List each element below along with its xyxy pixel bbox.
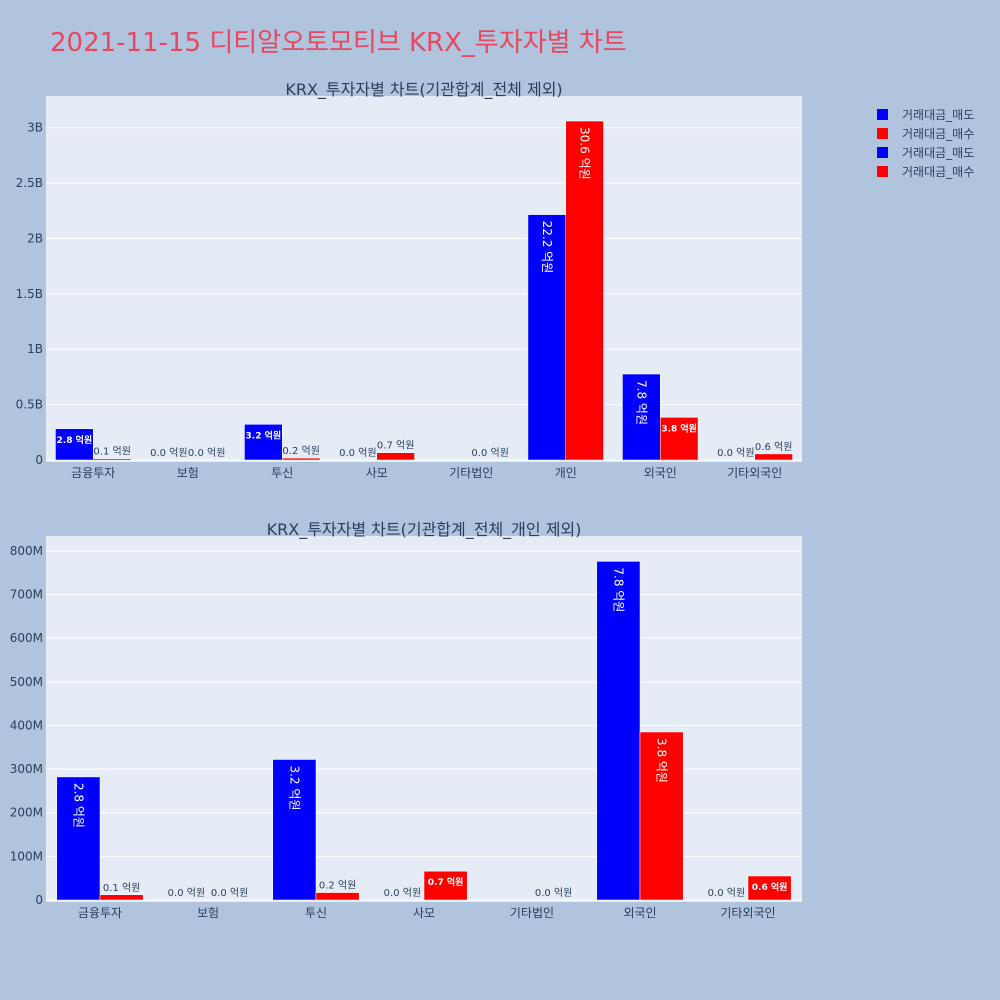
data-label: 0.0 억원 [339,447,376,459]
y-tick-label: 700M [10,588,43,602]
chart-title: KRX_투자자별 차트(기관합계_전체_개인 제외) [267,520,582,540]
y-tick-label: 2B [27,231,43,245]
y-tick-label: 1B [27,342,43,356]
x-tick-label: 기타외국인 [727,466,782,480]
bar-sell [622,373,661,461]
x-tick-label: 기타법인 [449,466,493,480]
bar-sell [527,214,567,461]
legend-label[interactable]: 거래대금_매수 [902,165,974,179]
y-tick-label: 300M [10,762,43,776]
bar-buy [565,120,604,461]
bar-buy [747,875,792,901]
bar-sell [244,424,283,461]
data-label: 3.8 억원 [661,422,697,434]
chart-title: KRX_투자자별 차트(기관합계_전체 제외) [285,80,562,100]
legend-swatch[interactable] [877,166,888,177]
bar-sell [596,561,641,901]
bar-buy [93,458,132,461]
y-tick-label: 0 [35,453,43,467]
data-label: 7.8 억원 [634,380,648,425]
y-tick-label: 2.5B [16,176,43,190]
bar-buy [376,452,415,461]
x-tick-label: 사모 [366,466,388,480]
legend-swatch[interactable] [877,128,888,139]
data-label: 0.0 억원 [708,887,745,899]
data-label: 0.0 억원 [168,887,205,899]
x-tick-label: 사모 [413,906,435,920]
bar-buy [315,892,360,901]
y-tick-label: 0 [35,893,43,907]
y-tick-label: 100M [10,849,43,863]
legend-swatch[interactable] [877,147,888,158]
data-label: 0.0 억원 [150,447,187,459]
data-label: 3.2 억원 [287,765,301,810]
data-label: 2.8 억원 [71,783,85,828]
data-label: 0.6 억원 [755,441,792,453]
x-tick-label: 기타법인 [510,906,554,920]
data-label: 0.0 억원 [471,447,508,459]
x-tick-label: 투신 [305,906,327,920]
legend-label[interactable]: 거래대금_매수 [902,127,974,141]
y-tick-label: 1.5B [16,287,43,301]
x-tick-label: 보험 [197,906,219,920]
y-tick-label: 3B [27,121,43,135]
y-tick-label: 400M [10,718,43,732]
data-label: 2.8 억원 [57,434,93,446]
x-tick-label: 투신 [271,466,293,480]
x-tick-label: 금융투자 [78,906,122,920]
data-label: 3.2 억원 [246,429,282,441]
plot-area-0 [46,96,802,462]
bar-sell [55,428,94,461]
plot-area-1 [46,536,802,902]
y-tick-label: 800M [10,544,43,558]
data-label: 0.0 억원 [211,887,248,899]
data-label: 0.0 억원 [535,887,572,899]
x-tick-label: 기타외국인 [720,906,775,920]
bar-buy [639,731,684,901]
y-tick-label: 200M [10,806,43,820]
data-label: 0.1 억원 [93,446,130,458]
data-label: 0.1 억원 [103,882,140,894]
bar-sell [56,776,101,901]
data-label: 0.0 억원 [384,887,421,899]
legend-swatch[interactable] [877,109,888,120]
y-tick-label: 500M [10,675,43,689]
data-label: 0.6 억원 [752,881,788,893]
data-label: 0.0 억원 [717,447,754,459]
data-label: 0.2 억원 [282,445,319,457]
y-tick-label: 600M [10,631,43,645]
bar-buy [282,457,321,461]
x-tick-label: 외국인 [644,466,677,480]
data-label: 3.8 억원 [655,738,669,783]
data-label: 0.2 억원 [319,880,356,892]
x-tick-label: 보험 [177,466,199,480]
page-title: 2021-11-15 디티알오토모티브 KRX_투자자별 차트 [50,28,627,58]
data-label: 30.6 억원 [578,127,592,180]
bar-buy [423,870,468,901]
bar-buy [754,453,793,461]
legend-label[interactable]: 거래대금_매도 [902,108,974,122]
data-label: 7.8 억원 [611,567,625,612]
data-label: 0.7 억원 [377,440,414,452]
legend-label[interactable]: 거래대금_매도 [902,146,974,160]
x-tick-label: 개인 [555,466,577,480]
bar-buy [660,417,699,461]
bar-sell [272,759,317,901]
y-tick-label: 0.5B [16,398,43,412]
data-label: 0.7 억원 [428,876,464,888]
bar-buy [99,894,144,901]
x-tick-label: 금융투자 [71,466,115,480]
data-label: 0.0 억원 [188,447,225,459]
data-label: 22.2 억원 [540,221,554,274]
x-tick-label: 외국인 [623,906,656,920]
